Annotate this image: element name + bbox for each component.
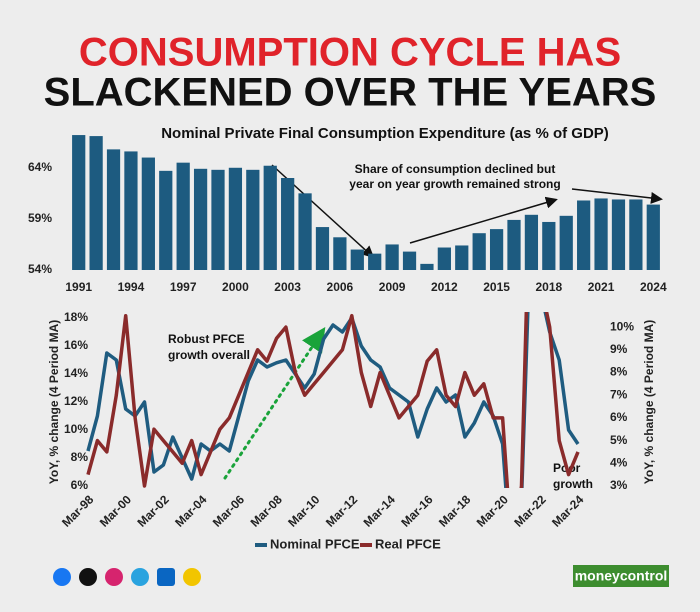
bar — [559, 215, 573, 270]
annotation: growth overall — [168, 348, 250, 362]
y-tick-label: 64% — [28, 160, 52, 174]
chart-title: Nominal Private Final Consumption Expend… — [161, 125, 609, 142]
y-tick-label: 8% — [71, 450, 89, 464]
annotation: year on year growth remained strong — [349, 177, 560, 191]
bar — [507, 219, 521, 270]
trend-arrow — [223, 327, 326, 480]
bar — [594, 198, 608, 270]
x-tick-label: 2009 — [379, 280, 406, 294]
icon[interactable] — [53, 568, 71, 586]
x-tick-label: 2015 — [483, 280, 510, 294]
x-tick-label: 2012 — [431, 280, 458, 294]
x-tick-label: 2024 — [640, 280, 667, 294]
title-line: CONSUMPTION CYCLE HAS — [79, 31, 621, 75]
x-tick-label: 2018 — [535, 280, 562, 294]
bar — [489, 229, 504, 270]
bar — [437, 247, 451, 270]
social-icons — [53, 568, 201, 586]
y-tick-label: 12% — [64, 394, 88, 408]
brand-badge — [573, 565, 669, 587]
bar — [281, 178, 295, 270]
bar — [315, 227, 330, 270]
arrow — [409, 196, 558, 244]
icon[interactable] — [157, 568, 175, 586]
y-tick-label: 6% — [71, 478, 89, 492]
icon[interactable] — [79, 568, 97, 586]
annotation: Share of consumption declined but — [355, 162, 556, 176]
y2-tick-label: 8% — [610, 365, 628, 379]
bar — [72, 135, 86, 270]
x-tick-label: 1991 — [65, 280, 92, 294]
bar — [228, 167, 243, 270]
title-line: SLACKENED OVER THE YEARS — [44, 71, 657, 115]
bar — [124, 151, 138, 270]
bar — [193, 168, 208, 270]
y-axis-title: YoY, % change (4 Period MA) — [47, 320, 61, 484]
bar — [159, 170, 173, 270]
bar — [524, 214, 539, 270]
bar — [611, 199, 626, 270]
bar — [176, 162, 190, 270]
x-tick-label: 2000 — [222, 280, 249, 294]
x-tick-label: 2021 — [588, 280, 615, 294]
y-tick-label: 18% — [64, 310, 88, 324]
y2-tick-label: 5% — [610, 433, 628, 447]
x-tick-label: 2006 — [327, 280, 354, 294]
bar — [577, 200, 591, 270]
bar — [402, 251, 417, 270]
icon[interactable] — [183, 568, 201, 586]
icon[interactable] — [131, 568, 149, 586]
bar — [141, 157, 155, 270]
y-tick-label: 54% — [28, 262, 52, 276]
y2-axis-title: YoY, % change (4 Period MA) — [642, 320, 656, 484]
bar — [333, 237, 347, 270]
arrow — [571, 188, 663, 204]
bar — [350, 249, 364, 270]
series-line — [86, 312, 580, 488]
bar — [298, 193, 312, 270]
bar — [385, 244, 399, 270]
y-tick-label: 10% — [64, 422, 88, 436]
annotation: growth — [553, 477, 593, 491]
y2-tick-label: 4% — [610, 455, 628, 469]
bar — [542, 221, 556, 270]
y2-tick-label: 7% — [610, 387, 628, 401]
x-tick-label: 2003 — [274, 280, 301, 294]
bar — [629, 199, 643, 270]
legend-label: Real PFCE — [375, 536, 441, 551]
bar — [89, 136, 103, 270]
bar — [455, 245, 469, 270]
bar — [246, 169, 260, 270]
bar — [420, 263, 434, 270]
bar — [472, 233, 486, 270]
bar — [211, 169, 225, 270]
bar — [368, 253, 382, 270]
annotation: Robust PFCE — [168, 332, 245, 346]
bar — [263, 165, 277, 270]
y2-tick-label: 9% — [610, 342, 628, 356]
brand: moneycontrol — [575, 568, 668, 584]
plot-area — [86, 312, 580, 488]
y2-tick-label: 6% — [610, 410, 628, 424]
bar — [646, 204, 660, 270]
y2-tick-label: 3% — [610, 478, 628, 492]
x-tick-label: 1997 — [170, 280, 197, 294]
y-tick-label: 16% — [64, 338, 88, 352]
legend-label: Nominal PFCE — [270, 536, 360, 551]
bar — [106, 149, 121, 270]
icon[interactable] — [105, 568, 123, 586]
y-tick-label: 59% — [28, 211, 52, 225]
x-tick-label: 1994 — [118, 280, 145, 294]
y-tick-label: 14% — [64, 366, 88, 380]
y2-tick-label: 10% — [610, 319, 634, 333]
